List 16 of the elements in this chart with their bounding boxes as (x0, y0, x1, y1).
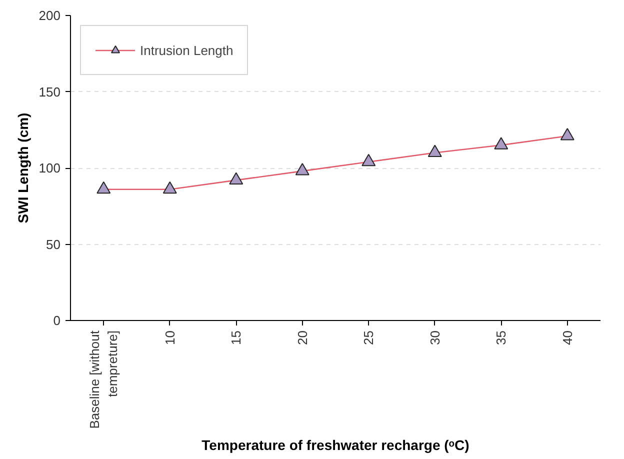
y-tick-label: 50 (46, 236, 61, 252)
legend-label: Intrusion Length (140, 42, 234, 58)
y-tick-label: 200 (38, 8, 61, 23)
y-tick-label: 150 (38, 84, 61, 100)
y-axis-title: SWI Length (cm) (14, 112, 31, 224)
x-tick-label: 35 (494, 330, 509, 345)
x-tick-label: 25 (361, 330, 376, 345)
y-tick-label: 0 (53, 313, 61, 328)
x-tick-label: 20 (294, 330, 310, 345)
y-tick-label: 100 (38, 160, 61, 176)
x-tick-label: 15 (228, 330, 244, 345)
x-tick-label: Baseline [without tempreture] (87, 330, 120, 429)
x-tick-label: 40 (560, 330, 575, 345)
x-tick-label: 30 (427, 330, 442, 345)
x-axis-title: Temperature of freshwater recharge (ᵒC) (202, 436, 470, 453)
x-tick-label: 10 (162, 330, 178, 345)
